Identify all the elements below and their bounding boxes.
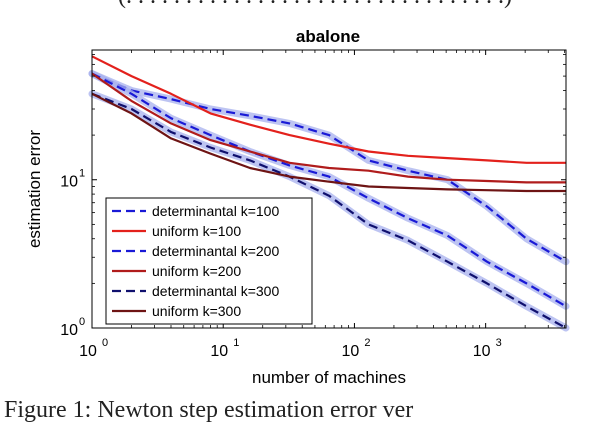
x-tick-label: 10: [210, 343, 228, 360]
x-tick-label: 10: [79, 343, 97, 360]
series-layer: [88, 55, 570, 332]
legend-label: uniform k=300: [152, 303, 241, 319]
legend-label: determinantal k=100: [152, 203, 279, 219]
axis-layer: 10 0 10 1 10 2 10 310 010 1: [60, 50, 566, 360]
y-tick-exponent: 1: [79, 168, 85, 180]
series-line-4: [91, 92, 567, 329]
figure-caption: Figure 1: Newton step estimation error v…: [4, 397, 414, 423]
series-line-2: [91, 72, 567, 308]
x-tick-exponent: 3: [496, 337, 502, 349]
series-line-3: [91, 72, 566, 184]
plot-frame: [91, 49, 567, 329]
chart-title: abalone: [296, 27, 360, 46]
legend-label: uniform k=200: [152, 263, 241, 279]
x-tick-exponent: 2: [364, 337, 370, 349]
x-tick-exponent: 0: [102, 337, 108, 349]
x-axis-label: number of machines: [252, 368, 406, 387]
x-tick-label: 10: [473, 343, 491, 360]
legend-label: uniform k=100: [152, 223, 241, 239]
y-axis-label: estimation error: [25, 130, 44, 248]
y-tick-label: 10: [60, 322, 78, 339]
x-tick-exponent: 1: [233, 337, 239, 349]
series-line-0: [91, 72, 567, 263]
y-tick-exponent: 0: [79, 316, 85, 328]
series-line-5: [91, 92, 566, 193]
series-line-1: [91, 55, 566, 164]
y-tick-label: 10: [60, 174, 78, 191]
legend: determinantal k=100 uniform k=100 determin…: [105, 197, 313, 325]
legend-label: determinantal k=200: [152, 243, 279, 259]
caption-top-fragment: (. . . . . . . . . . . . . . . . . . . .…: [118, 0, 512, 10]
x-tick-label: 10: [342, 343, 360, 360]
legend-label: determinantal k=300: [152, 283, 279, 299]
legend-box: [105, 197, 313, 325]
